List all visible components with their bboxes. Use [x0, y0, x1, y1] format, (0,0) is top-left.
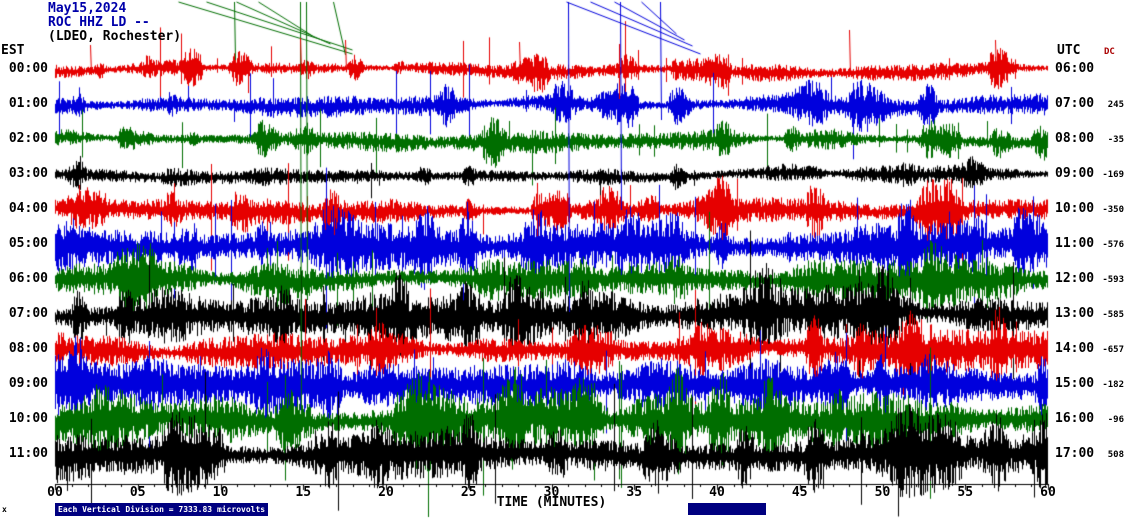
utc-time-label: 17:00: [1055, 446, 1095, 461]
minute-label: 35: [626, 485, 643, 500]
est-time-label: 03:00: [8, 166, 48, 181]
minute-label: 10: [212, 485, 229, 500]
est-time-label: 07:00: [8, 306, 48, 321]
dc-value-label: -96: [1107, 415, 1124, 425]
x-axis-title: TIME (MINUTES): [496, 495, 607, 510]
minute-label: 45: [791, 485, 808, 500]
dc-value-label: 508: [1107, 450, 1124, 460]
est-time-label: 05:00: [8, 236, 48, 251]
utc-time-label: 15:00: [1055, 376, 1095, 391]
dc-value-label: -593: [1102, 275, 1124, 285]
minute-label: 25: [460, 485, 477, 500]
minute-label: 15: [295, 485, 312, 500]
dc-value-label: -576: [1102, 240, 1124, 250]
est-time-label: 10:00: [8, 411, 48, 426]
utc-time-label: 16:00: [1055, 411, 1095, 426]
utc-time-label: 06:00: [1055, 61, 1095, 76]
est-time-label: 04:00: [8, 201, 48, 216]
minute-label: 60: [1040, 485, 1056, 500]
minute-label: 55: [957, 485, 974, 500]
dc-value-label: -350: [1102, 205, 1124, 215]
right-axis-header: UTC: [1057, 43, 1081, 58]
dc-value-label: -35: [1107, 135, 1124, 145]
utc-time-label: 11:00: [1055, 236, 1095, 251]
station-label: ROC HHZ LD --: [48, 15, 150, 30]
utc-time-label: 09:00: [1055, 166, 1095, 181]
utc-time-label: 07:00: [1055, 96, 1095, 111]
scale-caption: Each Vertical Division = 7333.83 microvo…: [55, 503, 269, 516]
date-label: May15,2024: [48, 1, 127, 16]
location-label: (LDEO, Rochester): [48, 29, 182, 44]
minute-label: 50: [874, 485, 891, 500]
minute-label: 00: [47, 485, 63, 500]
highlight-box: [688, 503, 766, 515]
utc-time-label: 08:00: [1055, 131, 1095, 146]
minute-label: 40: [709, 485, 725, 500]
dc-value-label: -182: [1102, 380, 1124, 390]
est-time-label: 08:00: [8, 341, 48, 356]
utc-time-label: 10:00: [1055, 201, 1095, 216]
est-time-label: 01:00: [8, 96, 48, 111]
est-time-label: 11:00: [8, 446, 48, 461]
dc-value-label: -657: [1102, 345, 1124, 355]
minute-label: 05: [129, 485, 146, 500]
est-time-label: 00:00: [8, 61, 48, 76]
utc-time-label: 13:00: [1055, 306, 1095, 321]
corner-mark: x: [2, 505, 7, 514]
est-time-label: 09:00: [8, 376, 48, 391]
dc-value-label: -585: [1102, 310, 1124, 320]
dc-value-label: -169: [1102, 170, 1124, 180]
left-axis-header: EST: [1, 43, 25, 58]
minute-label: 20: [378, 485, 394, 500]
utc-time-label: 14:00: [1055, 341, 1095, 356]
utc-time-label: 12:00: [1055, 271, 1095, 286]
minute-label: 30: [543, 485, 560, 500]
est-time-label: 02:00: [8, 131, 48, 146]
est-time-label: 06:00: [8, 271, 48, 286]
dc-axis-header: DC: [1104, 47, 1115, 57]
dc-value-label: 245: [1107, 100, 1124, 110]
